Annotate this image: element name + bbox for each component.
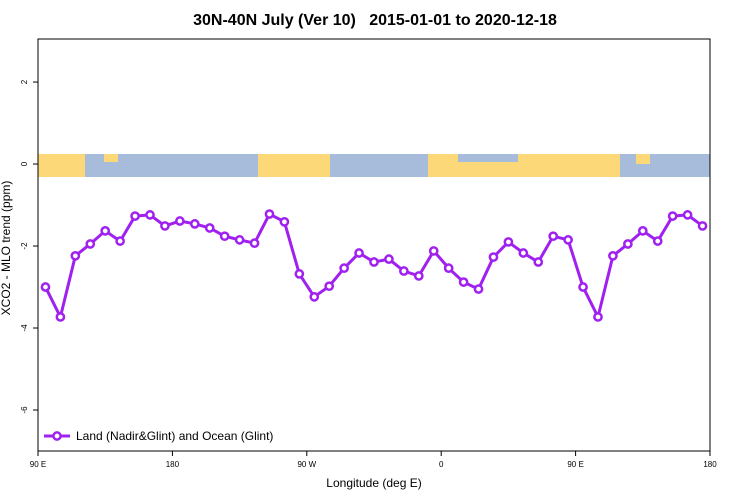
point [578, 282, 588, 292]
point [145, 210, 155, 220]
point [85, 239, 96, 249]
legend-marker [52, 431, 62, 441]
x-tick-label: 180 [703, 460, 717, 469]
point [294, 269, 305, 279]
point [234, 235, 245, 245]
point [637, 226, 648, 236]
point [563, 235, 573, 245]
point [130, 211, 140, 221]
point [189, 219, 200, 229]
point [428, 246, 439, 256]
point [384, 254, 394, 264]
x-axis-label: Longitude (deg E) [326, 476, 421, 490]
point [682, 210, 693, 220]
y-tick-label: 2 [20, 79, 29, 84]
point [249, 238, 260, 249]
point [369, 257, 379, 267]
point [473, 284, 484, 294]
point [279, 216, 290, 227]
point [264, 209, 275, 219]
point [667, 211, 678, 221]
point [219, 231, 230, 242]
point [354, 248, 364, 258]
point [160, 221, 170, 231]
point [70, 251, 81, 261]
y-tick-label: 0 [20, 161, 29, 166]
point [503, 237, 514, 247]
point [100, 226, 111, 236]
y-tick-label: -6 [20, 406, 29, 414]
point [413, 271, 424, 281]
point [204, 223, 215, 233]
point [593, 312, 603, 322]
x-tick-label: 90 E [30, 460, 46, 469]
chart-title: 30N-40N July (Ver 10) 2015-01-01 to 2020… [193, 12, 557, 29]
point [518, 248, 529, 258]
point [443, 263, 454, 274]
plot-box [37, 38, 711, 452]
point [623, 239, 633, 249]
point [399, 266, 409, 276]
point [548, 231, 559, 242]
x-tick-label: 180 [166, 460, 180, 469]
point [55, 312, 66, 322]
point [488, 252, 499, 262]
y-tick-label: -4 [20, 324, 29, 332]
x-tick-label: 90 E [567, 460, 583, 469]
point [324, 281, 335, 292]
point [458, 277, 469, 287]
point [175, 216, 185, 226]
point [697, 221, 708, 231]
point [40, 282, 51, 292]
point [115, 236, 125, 246]
y-axis-label: XCO2 - MLO trend (ppm) [0, 181, 13, 316]
x-tick-label: 0 [439, 460, 444, 469]
point [533, 257, 544, 267]
x-tick-label: 90 W [297, 460, 316, 469]
y-tick-label: -2 [20, 242, 29, 250]
point [339, 263, 349, 274]
land-ocean-band [38, 154, 710, 177]
legend-label: Land (Nadir&Glint) and Ocean (Glint) [76, 429, 273, 443]
point [309, 292, 320, 302]
point [608, 251, 618, 261]
point [652, 236, 663, 246]
